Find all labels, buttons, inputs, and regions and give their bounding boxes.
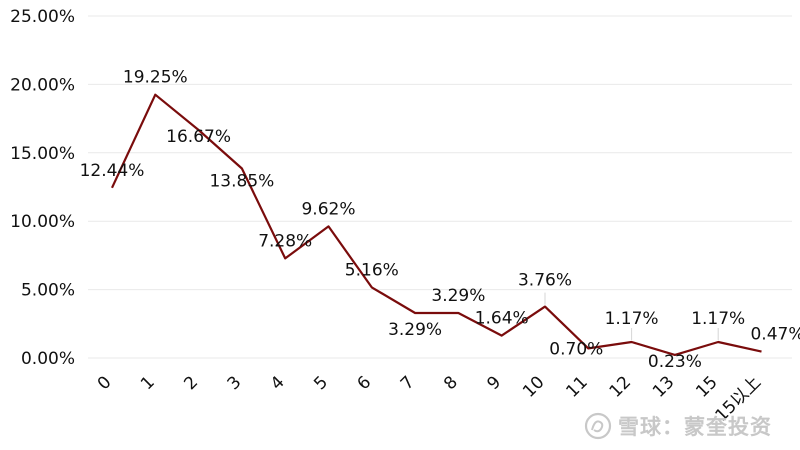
x-tick-label: 5: [310, 372, 332, 394]
data-label: 0.70%: [549, 339, 603, 359]
data-label: 3.29%: [388, 320, 442, 340]
x-tick-label: 0: [94, 372, 116, 394]
data-label: 3.29%: [431, 286, 485, 306]
x-tick-label: 1: [137, 372, 159, 394]
x-tick-label: 6: [354, 372, 376, 394]
x-tick-label: 3: [224, 372, 246, 394]
y-tick-label: 25.00%: [10, 7, 75, 27]
x-tick-label: 11: [562, 372, 591, 401]
data-label: 9.62%: [301, 199, 355, 219]
data-label: 3.76%: [518, 271, 572, 291]
data-label: 16.67%: [166, 127, 231, 147]
data-label: 13.85%: [209, 172, 274, 192]
gridlines: [88, 15, 792, 359]
data-label: 1.17%: [605, 309, 659, 329]
data-labels: 12.44% 19.25% 16.67% 13.85% 7.28% 9.62% 5.16% 3…: [80, 68, 800, 372]
x-tick-label: 10: [519, 372, 548, 401]
x-tick-label: 13: [649, 372, 678, 401]
y-tick-label: 10.00%: [10, 212, 75, 232]
data-label: 0.23%: [648, 352, 702, 372]
snowball-logo-icon: [584, 412, 612, 440]
data-label: 12.44%: [80, 161, 145, 181]
data-label: 1.64%: [475, 309, 529, 329]
y-axis-tick-labels: 0.00% 5.00% 10.00% 15.00% 20.00% 25.00%: [10, 7, 75, 369]
x-tick-label: 8: [440, 372, 462, 394]
x-tick-label: 9: [483, 372, 505, 394]
data-label: 1.17%: [691, 309, 745, 329]
x-tick-label: 15: [692, 372, 721, 401]
x-tick-label: 7: [397, 372, 419, 394]
x-tick-label: 4: [267, 372, 289, 394]
data-label: 19.25%: [123, 68, 188, 88]
data-label: 0.47%: [750, 325, 800, 345]
y-tick-label: 0.00%: [21, 349, 75, 369]
y-tick-label: 5.00%: [21, 281, 75, 301]
y-tick-label: 20.00%: [10, 75, 75, 95]
x-tick-label: 12: [606, 372, 635, 401]
data-label: 7.28%: [258, 231, 312, 251]
y-tick-label: 15.00%: [10, 144, 75, 164]
watermark: 雪球：蒙奎投资: [584, 410, 772, 442]
series-line: [111, 93, 762, 356]
watermark-text: 雪球：蒙奎投资: [618, 415, 772, 439]
data-label: 5.16%: [345, 260, 399, 280]
x-tick-label: 2: [180, 372, 202, 394]
series-line-group: [111, 93, 762, 356]
label-leader-lines: [544, 292, 719, 340]
